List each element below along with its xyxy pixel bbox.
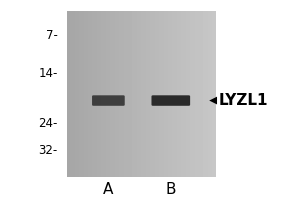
- Text: 32-: 32-: [39, 144, 58, 157]
- Text: LYZL1: LYZL1: [218, 93, 268, 108]
- FancyBboxPatch shape: [92, 95, 125, 106]
- Text: 14-: 14-: [38, 67, 58, 80]
- Text: A: A: [103, 182, 114, 197]
- Text: 24-: 24-: [38, 117, 58, 130]
- FancyBboxPatch shape: [152, 95, 190, 106]
- Text: B: B: [166, 182, 176, 197]
- Text: 7-: 7-: [46, 29, 58, 42]
